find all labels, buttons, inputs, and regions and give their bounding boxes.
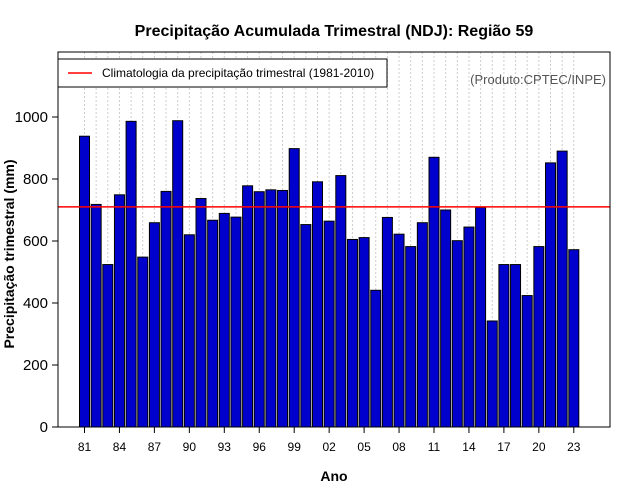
y-tick-label-400: 400 <box>23 295 48 312</box>
bar-09 <box>405 246 417 428</box>
bar-86 <box>137 256 149 428</box>
bar-16 <box>486 320 498 428</box>
bar-83 <box>102 264 114 428</box>
bar-87 <box>148 222 160 428</box>
plot-frame <box>57 51 611 428</box>
x-axis: 81 84 87 90 93 96 99 02 05 08 11 14 17 20 23 <box>78 427 581 454</box>
bar-19 <box>521 295 533 428</box>
x-tick-label-99: 99 <box>288 440 302 454</box>
bar-98 <box>277 189 289 428</box>
bar-91 <box>195 198 207 428</box>
x-tick-label-02: 02 <box>322 440 336 454</box>
bar-88 <box>160 190 172 428</box>
x-tick-label-23: 23 <box>567 440 581 454</box>
x-tick-label-84: 84 <box>113 440 127 454</box>
x-tick-label-17: 17 <box>497 440 511 454</box>
y-tick-label-1000: 1000 <box>15 109 48 126</box>
x-tick-label-05: 05 <box>357 440 371 454</box>
bar-93 <box>218 212 230 428</box>
bar-81 <box>79 135 90 428</box>
y-tick-label-800: 800 <box>23 171 48 188</box>
x-tick-label-08: 08 <box>392 440 406 454</box>
bar-10 <box>416 222 428 428</box>
bar-84 <box>113 194 125 428</box>
bar-15 <box>475 207 487 428</box>
y-axis: 0 200 400 600 800 1000 <box>15 109 58 436</box>
bars <box>79 120 580 428</box>
bar-21 <box>545 162 556 428</box>
bar-13 <box>451 240 463 428</box>
bar-23 <box>568 249 580 428</box>
bar-99 <box>288 148 300 428</box>
x-tick-label-20: 20 <box>532 440 546 454</box>
chart-title: Precipitação Acumulada Trimestral (NDJ):… <box>135 23 534 40</box>
bar-97 <box>265 189 277 428</box>
bar-05 <box>358 237 370 428</box>
y-tick-label-200: 200 <box>23 357 48 374</box>
bar-11 <box>428 156 440 428</box>
bar-22 <box>556 150 568 428</box>
bar-82 <box>90 203 102 428</box>
y-tick-label-0: 0 <box>40 419 48 436</box>
x-tick-label-81: 81 <box>78 440 92 454</box>
bar-07 <box>381 216 393 428</box>
bar-02 <box>323 220 335 428</box>
bar-01 <box>312 181 323 428</box>
bar-92 <box>207 219 219 428</box>
bar-04 <box>346 238 358 428</box>
bar-85 <box>125 120 137 428</box>
source-note: (Produto:CPTEC/INPE) <box>470 72 606 87</box>
bar-94 <box>230 216 242 428</box>
x-tick-label-14: 14 <box>462 440 476 454</box>
bar-20 <box>533 246 545 428</box>
legend: Climatologia da precipitação trimestral … <box>57 58 388 88</box>
y-axis-label: Precipitação trimestral (mm) <box>1 159 17 348</box>
bar-12 <box>440 209 452 428</box>
bar-00 <box>300 224 312 428</box>
x-tick-label-11: 11 <box>428 440 441 454</box>
bar-03 <box>335 175 347 428</box>
x-tick-label-87: 87 <box>148 440 162 454</box>
x-tick-label-96: 96 <box>253 440 267 454</box>
bar-96 <box>253 191 265 428</box>
y-tick-label-600: 600 <box>23 233 48 250</box>
bar-95 <box>242 185 254 428</box>
bar-89 <box>172 120 184 428</box>
bar-17 <box>498 264 510 428</box>
x-tick-label-90: 90 <box>183 440 197 454</box>
bar-18 <box>510 264 522 428</box>
legend-box <box>57 58 388 88</box>
x-axis-label: Ano <box>320 468 347 484</box>
bar-08 <box>393 233 405 428</box>
bar-14 <box>463 226 475 428</box>
bar-06 <box>370 289 382 428</box>
x-tick-label-93: 93 <box>218 440 232 454</box>
legend-label: Climatologia da precipitação trimestral … <box>102 66 374 80</box>
bar-90 <box>183 234 195 428</box>
